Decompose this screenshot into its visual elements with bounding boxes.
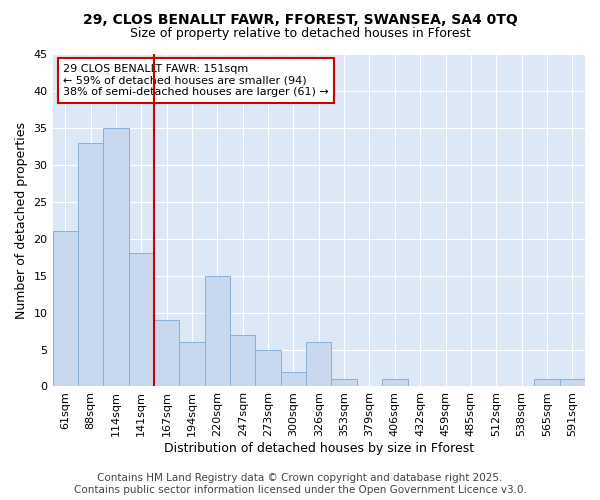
Bar: [78, 142, 103, 386]
Bar: [128, 254, 154, 386]
Text: Size of property relative to detached houses in Fforest: Size of property relative to detached ho…: [130, 28, 470, 40]
Bar: [230, 334, 256, 386]
Bar: [534, 379, 560, 386]
Text: 29, CLOS BENALLT FAWR, FFOREST, SWANSEA, SA4 0TQ: 29, CLOS BENALLT FAWR, FFOREST, SWANSEA,…: [83, 12, 517, 26]
Bar: [256, 350, 281, 387]
Bar: [281, 372, 306, 386]
Bar: [205, 276, 230, 386]
Bar: [53, 232, 78, 386]
Bar: [331, 379, 357, 386]
Text: 29 CLOS BENALLT FAWR: 151sqm
← 59% of detached houses are smaller (94)
38% of se: 29 CLOS BENALLT FAWR: 151sqm ← 59% of de…: [63, 64, 329, 97]
X-axis label: Distribution of detached houses by size in Fforest: Distribution of detached houses by size …: [164, 442, 474, 455]
Bar: [154, 320, 179, 386]
Bar: [306, 342, 331, 386]
Bar: [179, 342, 205, 386]
Y-axis label: Number of detached properties: Number of detached properties: [15, 122, 28, 318]
Bar: [382, 379, 407, 386]
Bar: [103, 128, 128, 386]
Text: Contains HM Land Registry data © Crown copyright and database right 2025.
Contai: Contains HM Land Registry data © Crown c…: [74, 474, 526, 495]
Bar: [560, 379, 585, 386]
